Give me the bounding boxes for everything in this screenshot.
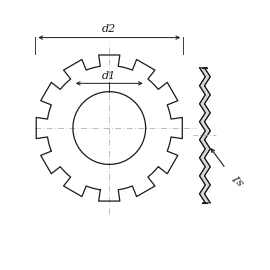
Text: s1: s1	[231, 171, 247, 187]
Polygon shape	[200, 68, 210, 203]
Text: d2: d2	[102, 25, 116, 35]
Text: d1: d1	[102, 71, 116, 81]
